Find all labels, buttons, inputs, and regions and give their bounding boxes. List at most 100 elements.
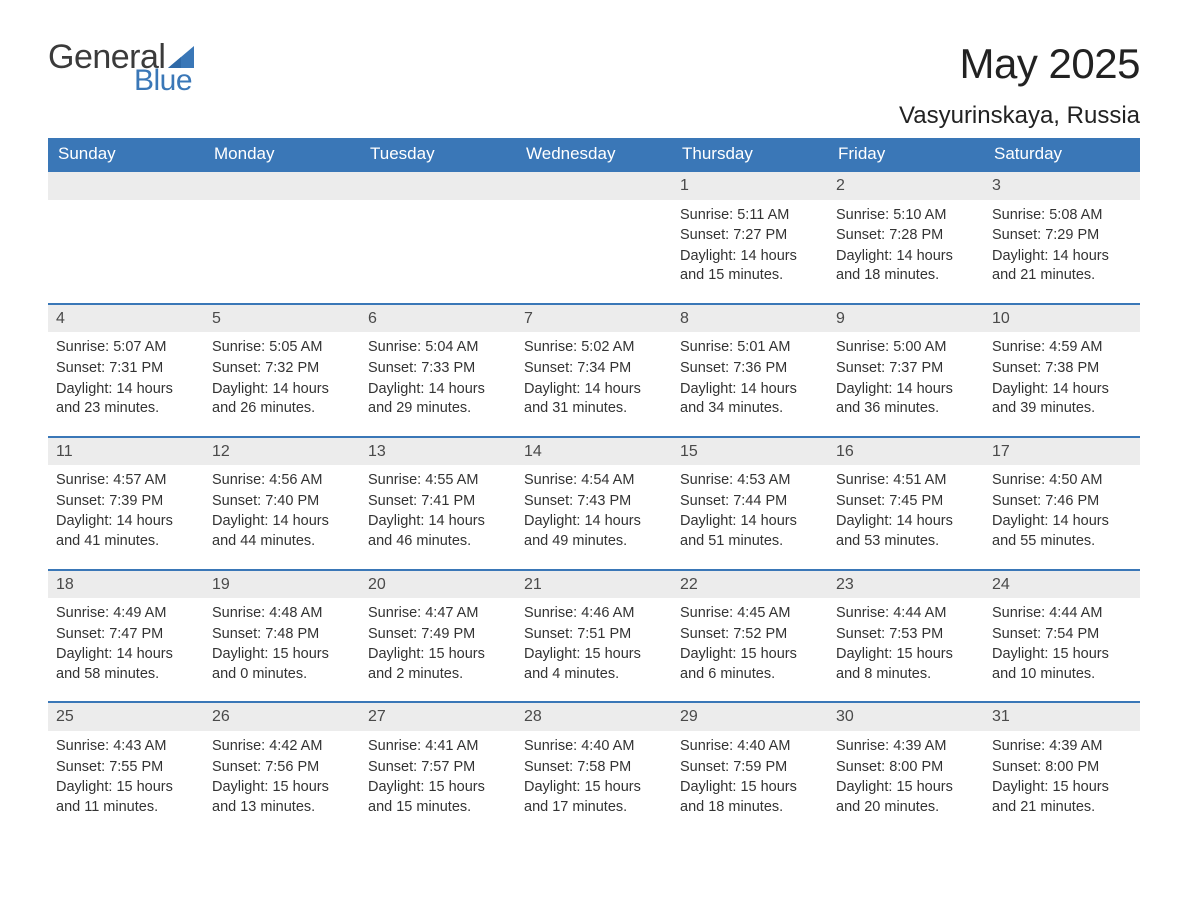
day-number: 9 xyxy=(828,305,984,333)
day-header: Thursday xyxy=(672,138,828,171)
calendar-day-cell: 3Sunrise: 5:08 AMSunset: 7:29 PMDaylight… xyxy=(984,171,1140,304)
daylight-line: Daylight: 15 hours and 2 minutes. xyxy=(368,645,508,684)
day-number: 23 xyxy=(828,571,984,599)
day-body: Sunrise: 4:59 AMSunset: 7:38 PMDaylight:… xyxy=(984,332,1140,418)
calendar-day-cell: 5Sunrise: 5:05 AMSunset: 7:32 PMDaylight… xyxy=(204,304,360,437)
day-number: 25 xyxy=(48,703,204,731)
sunrise-line: Sunrise: 5:08 AM xyxy=(992,206,1132,226)
day-body: Sunrise: 5:01 AMSunset: 7:36 PMDaylight:… xyxy=(672,332,828,418)
sunset-line: Sunset: 7:29 PM xyxy=(992,226,1132,246)
day-body: Sunrise: 4:54 AMSunset: 7:43 PMDaylight:… xyxy=(516,465,672,551)
sunset-line: Sunset: 8:00 PM xyxy=(992,758,1132,778)
day-number: 24 xyxy=(984,571,1140,599)
day-body: Sunrise: 4:51 AMSunset: 7:45 PMDaylight:… xyxy=(828,465,984,551)
sunset-line: Sunset: 7:36 PM xyxy=(680,359,820,379)
daylight-line: Daylight: 14 hours and 34 minutes. xyxy=(680,380,820,419)
day-body xyxy=(204,200,360,206)
sunset-line: Sunset: 7:56 PM xyxy=(212,758,352,778)
sunset-line: Sunset: 7:31 PM xyxy=(56,359,196,379)
daylight-line: Daylight: 15 hours and 17 minutes. xyxy=(524,778,664,817)
calendar-day-cell: 17Sunrise: 4:50 AMSunset: 7:46 PMDayligh… xyxy=(984,437,1140,570)
calendar-day-cell xyxy=(360,171,516,304)
daylight-line: Daylight: 14 hours and 29 minutes. xyxy=(368,380,508,419)
day-body: Sunrise: 5:08 AMSunset: 7:29 PMDaylight:… xyxy=(984,200,1140,286)
day-body: Sunrise: 4:39 AMSunset: 8:00 PMDaylight:… xyxy=(984,731,1140,817)
sunset-line: Sunset: 7:49 PM xyxy=(368,625,508,645)
day-header: Tuesday xyxy=(360,138,516,171)
sunrise-line: Sunrise: 4:57 AM xyxy=(56,471,196,491)
day-body: Sunrise: 4:44 AMSunset: 7:53 PMDaylight:… xyxy=(828,598,984,684)
calendar-day-cell: 4Sunrise: 5:07 AMSunset: 7:31 PMDaylight… xyxy=(48,304,204,437)
sunrise-line: Sunrise: 4:45 AM xyxy=(680,604,820,624)
calendar-day-cell: 6Sunrise: 5:04 AMSunset: 7:33 PMDaylight… xyxy=(360,304,516,437)
calendar-day-cell: 9Sunrise: 5:00 AMSunset: 7:37 PMDaylight… xyxy=(828,304,984,437)
sunset-line: Sunset: 7:43 PM xyxy=(524,492,664,512)
sunset-line: Sunset: 7:58 PM xyxy=(524,758,664,778)
day-number: 16 xyxy=(828,438,984,466)
day-number: 14 xyxy=(516,438,672,466)
sunset-line: Sunset: 7:45 PM xyxy=(836,492,976,512)
day-body: Sunrise: 4:56 AMSunset: 7:40 PMDaylight:… xyxy=(204,465,360,551)
sunrise-line: Sunrise: 4:40 AM xyxy=(680,737,820,757)
day-header: Sunday xyxy=(48,138,204,171)
day-number: 22 xyxy=(672,571,828,599)
day-body: Sunrise: 5:02 AMSunset: 7:34 PMDaylight:… xyxy=(516,332,672,418)
sunrise-line: Sunrise: 4:46 AM xyxy=(524,604,664,624)
day-number: 15 xyxy=(672,438,828,466)
daylight-line: Daylight: 14 hours and 36 minutes. xyxy=(836,380,976,419)
calendar-day-cell: 22Sunrise: 4:45 AMSunset: 7:52 PMDayligh… xyxy=(672,570,828,703)
sunrise-line: Sunrise: 4:51 AM xyxy=(836,471,976,491)
sunrise-line: Sunrise: 4:59 AM xyxy=(992,338,1132,358)
sunrise-line: Sunrise: 5:07 AM xyxy=(56,338,196,358)
day-number: 4 xyxy=(48,305,204,333)
sunrise-line: Sunrise: 4:44 AM xyxy=(992,604,1132,624)
daylight-line: Daylight: 15 hours and 13 minutes. xyxy=(212,778,352,817)
calendar-day-cell xyxy=(516,171,672,304)
sunrise-line: Sunrise: 4:50 AM xyxy=(992,471,1132,491)
calendar-day-cell: 10Sunrise: 4:59 AMSunset: 7:38 PMDayligh… xyxy=(984,304,1140,437)
day-body: Sunrise: 5:10 AMSunset: 7:28 PMDaylight:… xyxy=(828,200,984,286)
sunrise-line: Sunrise: 4:42 AM xyxy=(212,737,352,757)
calendar-table: SundayMondayTuesdayWednesdayThursdayFrid… xyxy=(48,138,1140,834)
day-number: 1 xyxy=(672,172,828,200)
day-number: 26 xyxy=(204,703,360,731)
day-body: Sunrise: 5:05 AMSunset: 7:32 PMDaylight:… xyxy=(204,332,360,418)
calendar-day-cell: 11Sunrise: 4:57 AMSunset: 7:39 PMDayligh… xyxy=(48,437,204,570)
sunrise-line: Sunrise: 4:54 AM xyxy=(524,471,664,491)
day-number: 17 xyxy=(984,438,1140,466)
sunrise-line: Sunrise: 5:10 AM xyxy=(836,206,976,226)
day-body: Sunrise: 5:11 AMSunset: 7:27 PMDaylight:… xyxy=(672,200,828,286)
daylight-line: Daylight: 15 hours and 15 minutes. xyxy=(368,778,508,817)
day-body: Sunrise: 4:55 AMSunset: 7:41 PMDaylight:… xyxy=(360,465,516,551)
calendar-day-cell: 26 Sunrise: 4:42 AMSunset: 7:56 PMDayligh… xyxy=(204,702,360,834)
page-header: General Blue May 2025 Vasyurinskaya, Rus… xyxy=(48,40,1140,130)
day-number: 21 xyxy=(516,571,672,599)
calendar-header-row: SundayMondayTuesdayWednesdayThursdayFrid… xyxy=(48,138,1140,171)
day-body: Sunrise: 4:57 AMSunset: 7:39 PMDaylight:… xyxy=(48,465,204,551)
day-body: Sunrise: 5:07 AMSunset: 7:31 PMDaylight:… xyxy=(48,332,204,418)
title-block: May 2025 Vasyurinskaya, Russia xyxy=(899,40,1140,130)
day-number: 19 xyxy=(204,571,360,599)
day-body: Sunrise: 4:39 AMSunset: 8:00 PMDaylight:… xyxy=(828,731,984,817)
calendar-day-cell xyxy=(204,171,360,304)
day-body: Sunrise: 4:40 AMSunset: 7:58 PMDaylight:… xyxy=(516,731,672,817)
sunrise-line: Sunrise: 4:49 AM xyxy=(56,604,196,624)
calendar-day-cell: 28Sunrise: 4:40 AMSunset: 7:58 PMDayligh… xyxy=(516,702,672,834)
sunset-line: Sunset: 8:00 PM xyxy=(836,758,976,778)
month-title: May 2025 xyxy=(899,40,1140,88)
daylight-line: Daylight: 14 hours and 55 minutes. xyxy=(992,512,1132,551)
day-header: Saturday xyxy=(984,138,1140,171)
location-label: Vasyurinskaya, Russia xyxy=(899,102,1140,130)
calendar-week-row: 25Sunrise: 4:43 AMSunset: 7:55 PMDayligh… xyxy=(48,702,1140,834)
day-body: Sunrise: 4:46 AMSunset: 7:51 PMDaylight:… xyxy=(516,598,672,684)
day-number: 3 xyxy=(984,172,1140,200)
day-number xyxy=(48,172,204,200)
calendar-day-cell: 14Sunrise: 4:54 AMSunset: 7:43 PMDayligh… xyxy=(516,437,672,570)
sunset-line: Sunset: 7:44 PM xyxy=(680,492,820,512)
calendar-day-cell: 30Sunrise: 4:39 AMSunset: 8:00 PMDayligh… xyxy=(828,702,984,834)
daylight-line: Daylight: 15 hours and 20 minutes. xyxy=(836,778,976,817)
day-body: Sunrise: 4:48 AMSunset: 7:48 PMDaylight:… xyxy=(204,598,360,684)
calendar-day-cell: 27Sunrise: 4:41 AMSunset: 7:57 PMDayligh… xyxy=(360,702,516,834)
calendar-day-cell: 8Sunrise: 5:01 AMSunset: 7:36 PMDaylight… xyxy=(672,304,828,437)
daylight-line: Daylight: 14 hours and 39 minutes. xyxy=(992,380,1132,419)
